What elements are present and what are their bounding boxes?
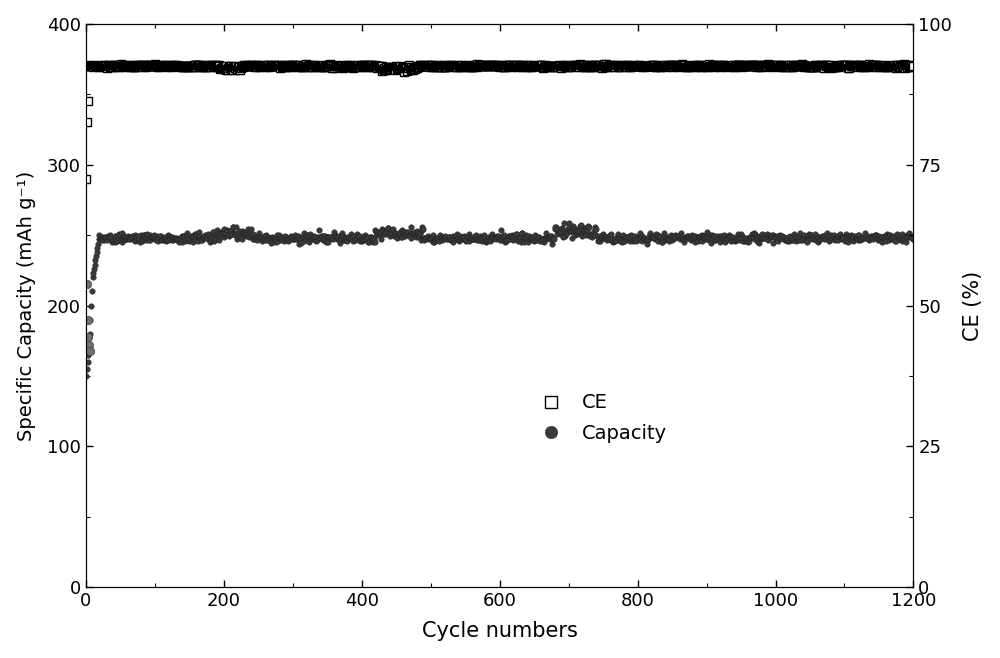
Y-axis label: CE (%): CE (%) xyxy=(963,270,983,341)
Y-axis label: Specific Capacity (mAh g⁻¹): Specific Capacity (mAh g⁻¹) xyxy=(17,170,36,441)
Legend: CE, Capacity: CE, Capacity xyxy=(523,386,675,451)
X-axis label: Cycle numbers: Cycle numbers xyxy=(422,621,578,642)
